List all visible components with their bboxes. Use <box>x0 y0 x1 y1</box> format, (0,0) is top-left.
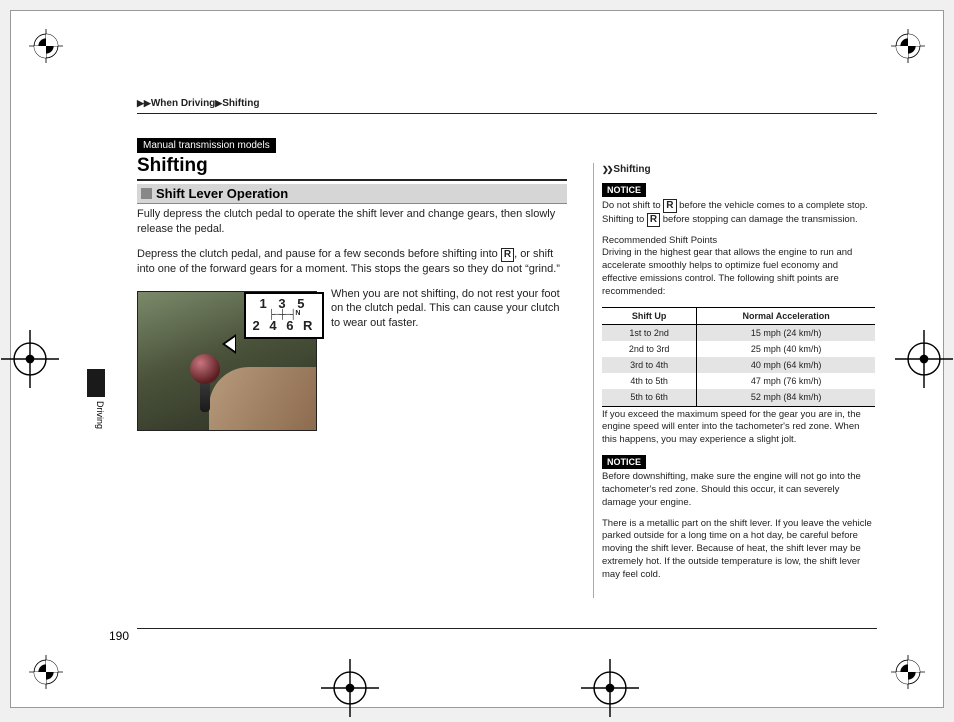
side-text: There is a metallic part on the shift le… <box>602 518 875 582</box>
tab-marker <box>87 369 105 397</box>
table-header: Normal Acceleration <box>697 307 875 324</box>
manual-page: ▶▶When Driving▶Shifting Manual transmiss… <box>10 10 944 708</box>
divider <box>137 179 567 181</box>
table-cell: 52 mph (84 km/h) <box>697 389 875 406</box>
table-row: 1st to 2nd15 mph (24 km/h) <box>602 324 875 341</box>
table-row: 2nd to 3rd25 mph (40 km/h) <box>602 341 875 357</box>
notice-badge: NOTICE <box>602 183 646 197</box>
section-heading-text: Shift Lever Operation <box>156 186 288 201</box>
notice-badge: NOTICE <box>602 455 646 469</box>
table-cell: 3rd to 4th <box>602 357 697 373</box>
page-title: Shifting <box>137 155 208 177</box>
breadcrumb-seg: When Driving <box>151 98 215 109</box>
registration-mark-icon <box>1 330 59 388</box>
side-heading: ❯❯Shifting <box>602 163 875 177</box>
side-text: Do not shift to R before the vehicle com… <box>602 199 875 227</box>
table-row: 4th to 5th47 mph (76 km/h) <box>602 373 875 389</box>
shift-knob-shape <box>190 354 220 384</box>
table-cell: 47 mph (76 km/h) <box>697 373 875 389</box>
table-cell: 2nd to 3rd <box>602 341 697 357</box>
table-row: 3rd to 4th40 mph (64 km/h) <box>602 357 875 373</box>
side-text: Before downshifting, make sure the engin… <box>602 471 875 509</box>
gear-row: 2 4 6 R <box>246 318 322 335</box>
table-header-row: Shift Up Normal Acceleration <box>602 307 875 324</box>
table-cell: 1st to 2nd <box>602 324 697 341</box>
page-number: 190 <box>109 629 129 643</box>
table-cell: 5th to 6th <box>602 389 697 406</box>
shift-stick-shape <box>200 380 210 412</box>
triangle-icon: ▶▶ <box>137 98 151 108</box>
side-text: If you exceed the maximum speed for the … <box>602 409 875 447</box>
breadcrumb: ▶▶When Driving▶Shifting <box>137 98 259 109</box>
main-column: Fully depress the clutch pedal to operat… <box>137 207 567 437</box>
registration-mark-icon <box>895 330 953 388</box>
breadcrumb-seg: Shifting <box>222 98 259 109</box>
gear-r-box: R <box>501 248 514 262</box>
gear-pattern-callout: 1 3 5 ├─┼─┤N 2 4 6 R <box>244 292 324 339</box>
callout-pointer-icon <box>222 334 236 354</box>
section-tab: Driving <box>93 401 105 429</box>
registration-mark-icon <box>581 659 639 717</box>
table-cell: 25 mph (40 km/h) <box>697 341 875 357</box>
registration-mark-icon <box>29 655 63 689</box>
side-text: Recommended Shift Points Driving in the … <box>602 235 875 299</box>
divider <box>137 113 877 114</box>
square-bullet-icon <box>141 188 152 199</box>
shift-lever-figure: 1 3 5 ├─┼─┤N 2 4 6 R <box>137 291 317 431</box>
table-row: 5th to 6th52 mph (84 km/h) <box>602 389 875 406</box>
table-cell: 40 mph (64 km/h) <box>697 357 875 373</box>
body-text: Depress the clutch pedal, and pause for … <box>137 247 567 277</box>
shift-points-table: Shift Up Normal Acceleration 1st to 2nd1… <box>602 307 875 407</box>
table-header: Shift Up <box>602 307 697 324</box>
double-triangle-icon: ❯❯ <box>602 165 611 174</box>
gear-r-box: R <box>663 199 676 213</box>
registration-mark-icon <box>891 655 925 689</box>
table-cell: 15 mph (24 km/h) <box>697 324 875 341</box>
section-heading: Shift Lever Operation <box>137 184 567 204</box>
body-text: Fully depress the clutch pedal to operat… <box>137 207 567 237</box>
registration-mark-icon <box>891 29 925 63</box>
registration-mark-icon <box>29 29 63 63</box>
seat-shape <box>209 367 316 429</box>
model-badge: Manual transmission models <box>137 138 276 153</box>
gear-r-box: R <box>647 213 660 227</box>
side-column: ❯❯Shifting NOTICE Do not shift to R befo… <box>593 163 875 598</box>
divider <box>137 628 877 629</box>
table-cell: 4th to 5th <box>602 373 697 389</box>
registration-mark-icon <box>321 659 379 717</box>
